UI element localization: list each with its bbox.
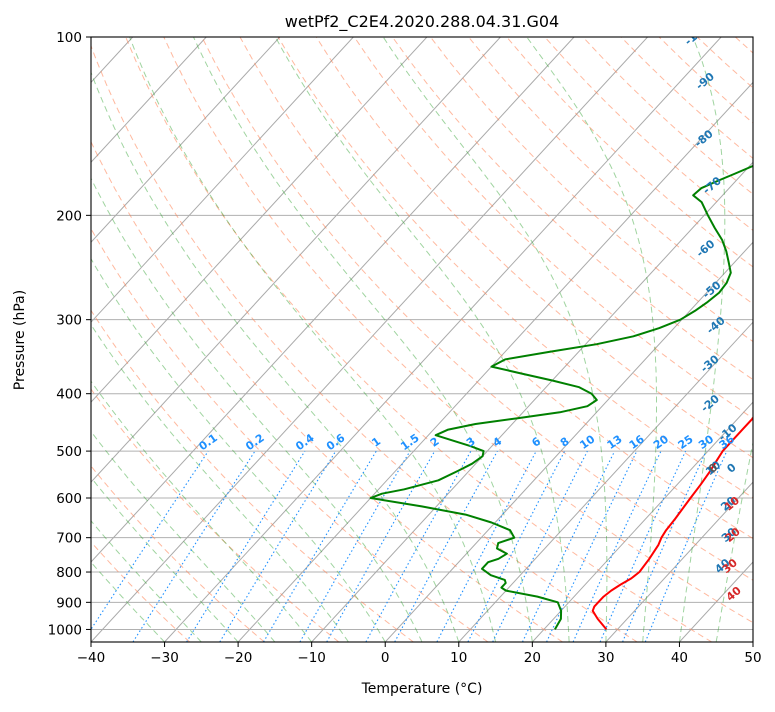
x-tick-label: 0 — [381, 650, 390, 666]
x-tick-label: 50 — [744, 650, 761, 666]
x-tick-label: −10 — [297, 650, 326, 666]
isotherm-50 — [753, 37, 775, 642]
chart-title: wetPf2_C2E4.2020.288.04.31.G04 — [285, 12, 559, 32]
x-tick-label: −40 — [77, 650, 106, 666]
x-tick-label: −30 — [150, 650, 179, 666]
y-tick-label: 200 — [56, 208, 82, 224]
y-tick-label: 400 — [56, 387, 82, 403]
y-tick-label: 100 — [56, 30, 82, 46]
x-tick-label: 10 — [450, 650, 467, 666]
y-tick-label: 700 — [56, 531, 82, 547]
x-tick-label: 30 — [597, 650, 614, 666]
y-tick-label: 600 — [56, 491, 82, 507]
legacy-curves — [0, 37, 3, 642]
y-tick-label: 800 — [56, 565, 82, 581]
x-tick-label: −20 — [224, 650, 253, 666]
y-tick-label: 900 — [56, 595, 82, 611]
legacy-curve — [0, 37, 3, 642]
x-axis-label: Temperature (°C) — [361, 681, 483, 697]
isotherm--120 — [0, 37, 59, 642]
y-tick-label: 1000 — [48, 622, 82, 638]
x-tick-label: 20 — [524, 650, 541, 666]
x-tick-label: 40 — [671, 650, 688, 666]
y-tick-label: 300 — [56, 313, 82, 329]
y-axis-label: Pressure (hPa) — [12, 290, 28, 390]
moist-adiabat — [753, 37, 775, 642]
y-tick-label: 500 — [56, 444, 82, 460]
